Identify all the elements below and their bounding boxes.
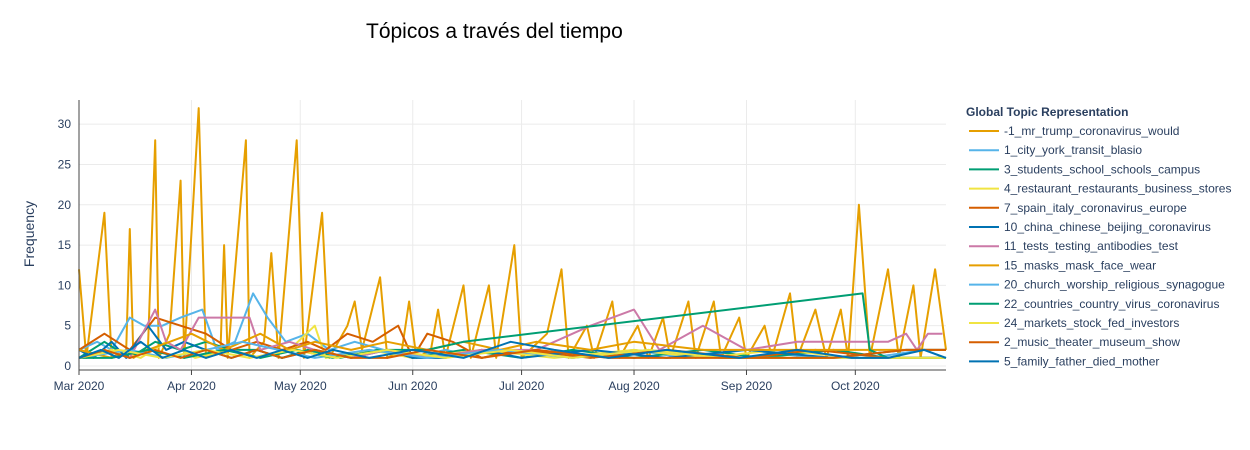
legend-item[interactable]: 10_china_chinese_beijing_coronavirus	[969, 220, 1211, 234]
legend-label: 5_family_father_died_mother	[1004, 354, 1159, 368]
x-tick-label: Jul 2020	[499, 379, 545, 393]
x-tick-label: Jun 2020	[388, 379, 438, 393]
legend-label: 1_city_york_transit_blasio	[1004, 143, 1142, 157]
x-tick-label: Mar 2020	[54, 379, 105, 393]
legend-label: 10_china_chinese_beijing_coronavirus	[1004, 220, 1211, 234]
x-tick-label: Sep 2020	[721, 379, 773, 393]
legend-item[interactable]: 22_countries_country_virus_coronavirus	[969, 297, 1219, 311]
axes	[78, 100, 946, 371]
y-axis-title: Frequency	[21, 201, 37, 267]
legend-label: 3_students_school_schools_campus	[1004, 162, 1200, 176]
legend-label: 20_church_worship_religious_synagogue	[1004, 278, 1225, 292]
y-tick-label: 20	[58, 198, 72, 212]
legend-item[interactable]: -1_mr_trump_coronavirus_would	[969, 124, 1179, 138]
legend-item[interactable]: 20_church_worship_religious_synagogue	[969, 278, 1225, 292]
legend-item[interactable]: 3_students_school_schools_campus	[969, 162, 1200, 176]
y-tick-label: 15	[58, 238, 72, 252]
series-line-0	[78, 107, 947, 359]
legend-label: 11_tests_testing_antibodies_test	[1004, 239, 1179, 253]
legend-label: 4_restaurant_restaurants_business_stores	[1004, 182, 1231, 196]
y-tick-label: 0	[64, 359, 71, 373]
legend-item[interactable]: 7_spain_italy_coronavirus_europe	[969, 201, 1187, 215]
series-line-12	[78, 340, 947, 359]
y-tick-label: 5	[64, 319, 71, 333]
legend-item[interactable]: 24_markets_stock_fed_investors	[969, 316, 1179, 330]
legend-item[interactable]: 5_family_father_died_mother	[969, 354, 1159, 368]
legend-item[interactable]: 2_music_theater_museum_show	[969, 335, 1180, 349]
legend-label: 2_music_theater_museum_show	[1004, 335, 1180, 349]
legend-item[interactable]: 15_masks_mask_face_wear	[969, 258, 1156, 272]
legend-label: 24_markets_stock_fed_investors	[1004, 316, 1179, 330]
chart-title: Tópicos a través del tiempo	[366, 20, 623, 43]
legend-item[interactable]: 11_tests_testing_antibodies_test	[969, 239, 1179, 253]
legend-label: 7_spain_italy_coronavirus_europe	[1004, 201, 1187, 215]
legend-title: Global Topic Representation	[966, 105, 1128, 119]
x-tick-label: Apr 2020	[167, 379, 216, 393]
x-tick-label: Oct 2020	[831, 379, 880, 393]
y-tick-label: 30	[58, 117, 72, 131]
x-axis-ticks: Mar 2020 Apr 2020 May 2020 Jun 2020 Jul 2020…	[54, 370, 880, 393]
legend-item[interactable]: 1_city_york_transit_blasio	[969, 143, 1142, 157]
x-tick-label: May 2020	[274, 379, 327, 393]
legend-item[interactable]: 4_restaurant_restaurants_business_stores	[969, 182, 1231, 196]
series-lines	[78, 107, 947, 359]
legend-label: 15_masks_mask_face_wear	[1004, 258, 1156, 272]
legend: Global Topic Representation -1_mr_trump_…	[966, 105, 1231, 368]
y-tick-label: 10	[58, 278, 72, 292]
x-tick-label: Aug 2020	[608, 379, 660, 393]
y-tick-label: 25	[58, 157, 72, 171]
y-axis-ticks: 0 5 10 15 20 25 30	[58, 117, 72, 373]
legend-label: -1_mr_trump_coronavirus_would	[1004, 124, 1179, 138]
legend-label: 22_countries_country_virus_coronavirus	[1004, 297, 1219, 311]
